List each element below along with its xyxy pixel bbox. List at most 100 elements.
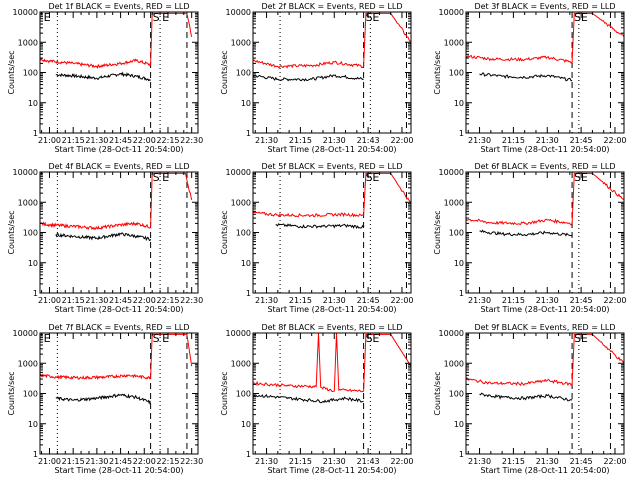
y-axis-label: Counts/sec [220,210,229,254]
x-tick-label: 21:15 [502,136,525,145]
y-tick-label: 100 [449,69,464,78]
y-tick-label: 10 [241,259,251,268]
x-tick-label: 21:15 [289,136,312,145]
series-lld [466,12,624,64]
y-tick-label: 10000 [13,8,38,17]
y-tick-label: 100 [236,69,251,78]
plot-area [253,172,411,293]
panel-title: Det 2f BLACK = Events, RED = LLD [261,2,402,11]
x-tick-label: 22:00 [133,457,156,466]
y-tick-label: 100 [449,229,464,238]
series-events [55,232,152,242]
y-tick-label: 100 [23,229,38,238]
x-tick-label: 21:43 [357,457,380,466]
y-tick-label: 1000 [231,38,251,47]
x-tick-label: 22:00 [390,296,413,305]
y-tick-label: 1000 [231,359,251,368]
series-events [479,392,573,402]
x-axis-label: Start Time (28-Oct-11 20:54:00) [480,145,609,154]
x-tick-label: 21:15 [62,296,85,305]
marker-label: E [162,332,169,345]
y-axis-label: Counts/sec [433,210,442,254]
plot-frame [39,11,199,134]
marker-label: E [581,332,588,345]
plot-frame [252,171,412,294]
marker-label: E [372,11,379,24]
x-tick-label: 22:30 [180,296,203,305]
x-tick-label: 21:15 [62,457,85,466]
x-tick-label: 21:30 [323,136,346,145]
x-tick-label: 22:00 [133,136,156,145]
x-tick-label: 22:00 [390,136,413,145]
x-axis-label: Start Time (28-Oct-11 20:54:00) [54,305,183,314]
y-axis-label: Counts/sec [7,50,16,94]
panel-title: Det 9f BLACK = Events, RED = LLD [474,323,615,332]
plot-area [40,333,193,454]
x-tick-label: 21:15 [502,457,525,466]
x-tick-label: 21:30 [468,296,491,305]
x-tick-label: 22:00 [390,457,413,466]
plot-frame [465,332,625,455]
y-tick-label: 100 [23,390,38,399]
x-tick-label: 21:43 [357,136,380,145]
plot-area [253,333,411,454]
series-events [479,72,573,82]
y-tick-label: 10000 [439,8,464,17]
y-tick-label: 10000 [226,168,251,177]
x-tick-label: 22:30 [180,136,203,145]
y-tick-label: 10 [241,420,251,429]
x-axis-label: Start Time (28-Oct-11 20:54:00) [267,145,396,154]
y-axis-label: Counts/sec [7,210,16,254]
y-tick-label: 10000 [226,329,251,338]
y-tick-label: 1000 [444,198,464,207]
x-tick-label: 21:30 [85,296,108,305]
x-axis-label: Start Time (28-Oct-11 20:54:00) [267,466,396,475]
y-tick-label: 1000 [231,198,251,207]
marker-label: E [44,11,51,24]
marker-label: S [574,332,581,345]
marker-label: S [366,11,373,24]
series-lld [466,172,624,226]
marker-label: E [581,11,588,24]
x-tick-label: 21:30 [255,136,278,145]
x-axis-label: Start Time (28-Oct-11 20:54:00) [480,305,609,314]
y-tick-label: 10 [241,99,251,108]
x-axis-label: Start Time (28-Oct-11 20:54:00) [267,305,396,314]
marker-label: E [372,171,379,184]
x-tick-label: 21:15 [289,296,312,305]
y-tick-label: 100 [236,390,251,399]
x-tick-label: 22:15 [156,296,179,305]
panel-title: Det 8f BLACK = Events, RED = LLD [261,323,402,332]
series-events [253,393,364,404]
y-axis-label: Counts/sec [7,371,16,415]
panel-title: Det 7f BLACK = Events, RED = LLD [48,323,189,332]
y-tick-label: 10 [454,420,464,429]
y-axis-label: Counts/sec [433,50,442,94]
y-tick-label: 1 [459,289,464,298]
y-tick-label: 1 [246,129,251,138]
marker-label: S [153,332,160,345]
series-events [275,222,365,229]
y-axis-label: Counts/sec [220,371,229,415]
x-tick-label: 21:30 [255,457,278,466]
plot-frame [39,171,199,294]
y-tick-label: 1 [33,129,38,138]
y-tick-label: 10 [28,99,38,108]
x-tick-label: 21:30 [536,136,559,145]
x-tick-label: 21:45 [357,296,380,305]
y-tick-label: 10 [454,259,464,268]
x-tick-label: 22:00 [133,296,156,305]
x-tick-label: 22:00 [603,457,626,466]
x-tick-label: 21:00 [38,296,61,305]
marker-label: E [44,332,51,345]
series-events [479,229,573,237]
plot-frame [465,11,625,134]
marker-label: E [372,332,379,345]
y-tick-label: 10000 [439,329,464,338]
